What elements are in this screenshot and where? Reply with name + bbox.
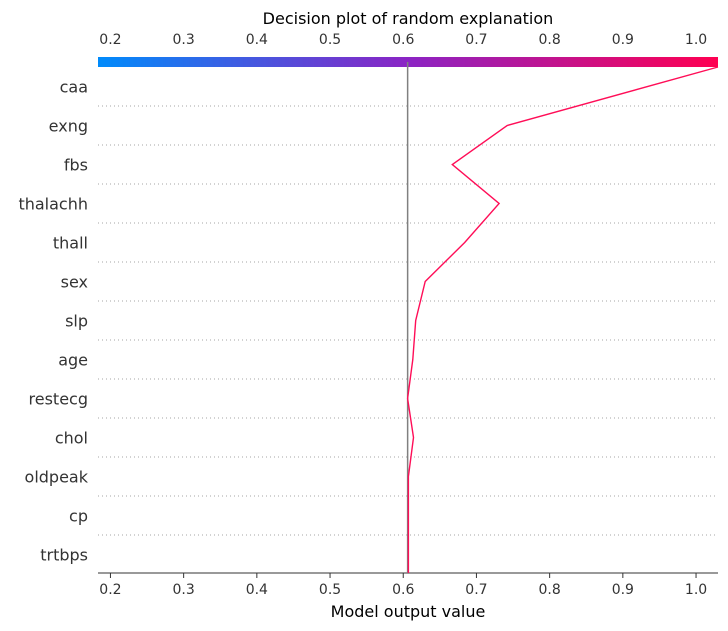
feature-label-exng: exng — [49, 117, 88, 136]
feature-label-sex: sex — [61, 273, 88, 292]
bottom-tick-label: 1.0 — [685, 582, 707, 598]
top-tick-label: 0.7 — [465, 32, 487, 48]
bottom-tick-label: 0.2 — [99, 582, 121, 598]
bottom-tick-label: 0.3 — [173, 582, 195, 598]
feature-label-slp: slp — [65, 312, 88, 331]
decision-path-line — [406, 66, 719, 573]
top-tick-label: 0.4 — [246, 32, 268, 48]
bottom-tick-label: 0.5 — [319, 582, 341, 598]
top-tick-label: 0.8 — [539, 32, 561, 48]
feature-label-chol: chol — [55, 429, 88, 448]
top-tick-label: 0.2 — [99, 32, 121, 48]
bottom-axis-ticks: 0.2 0.3 0.4 0.5 0.6 0.7 0.8 0.9 1.0 — [99, 573, 707, 598]
feature-label-fbs: fbs — [64, 156, 88, 175]
row-separators — [98, 105, 718, 536]
top-tick-label: 0.6 — [392, 32, 414, 48]
top-axis-ticks: 0.2 0.3 0.4 0.5 0.6 0.7 0.8 0.9 1.0 — [99, 32, 707, 48]
feature-label-caa: caa — [60, 78, 88, 97]
bottom-tick-label: 0.9 — [612, 582, 634, 598]
feature-label-trtbps: trtbps — [40, 546, 88, 565]
bottom-tick-label: 0.6 — [392, 582, 414, 598]
top-tick-label: 0.3 — [173, 32, 195, 48]
top-tick-label: 0.5 — [319, 32, 341, 48]
feature-label-thalachh: thalachh — [18, 195, 88, 214]
feature-label-age: age — [58, 351, 88, 370]
feature-label-thall: thall — [53, 234, 88, 253]
feature-label-oldpeak: oldpeak — [25, 468, 89, 487]
feature-label-cp: cp — [69, 507, 88, 526]
feature-labels: caa exng fbs thalachh thall sex slp age restecg c… — [18, 78, 88, 565]
bottom-tick-label: 0.8 — [539, 582, 561, 598]
x-axis-title: Model output value — [331, 602, 486, 621]
chart-title: Decision plot of random explanation — [263, 9, 554, 28]
bottom-tick-label: 0.4 — [246, 582, 268, 598]
feature-label-restecg: restecg — [29, 390, 88, 409]
top-tick-label: 1.0 — [685, 32, 707, 48]
top-tick-label: 0.9 — [612, 32, 634, 48]
bottom-tick-label: 0.7 — [465, 582, 487, 598]
